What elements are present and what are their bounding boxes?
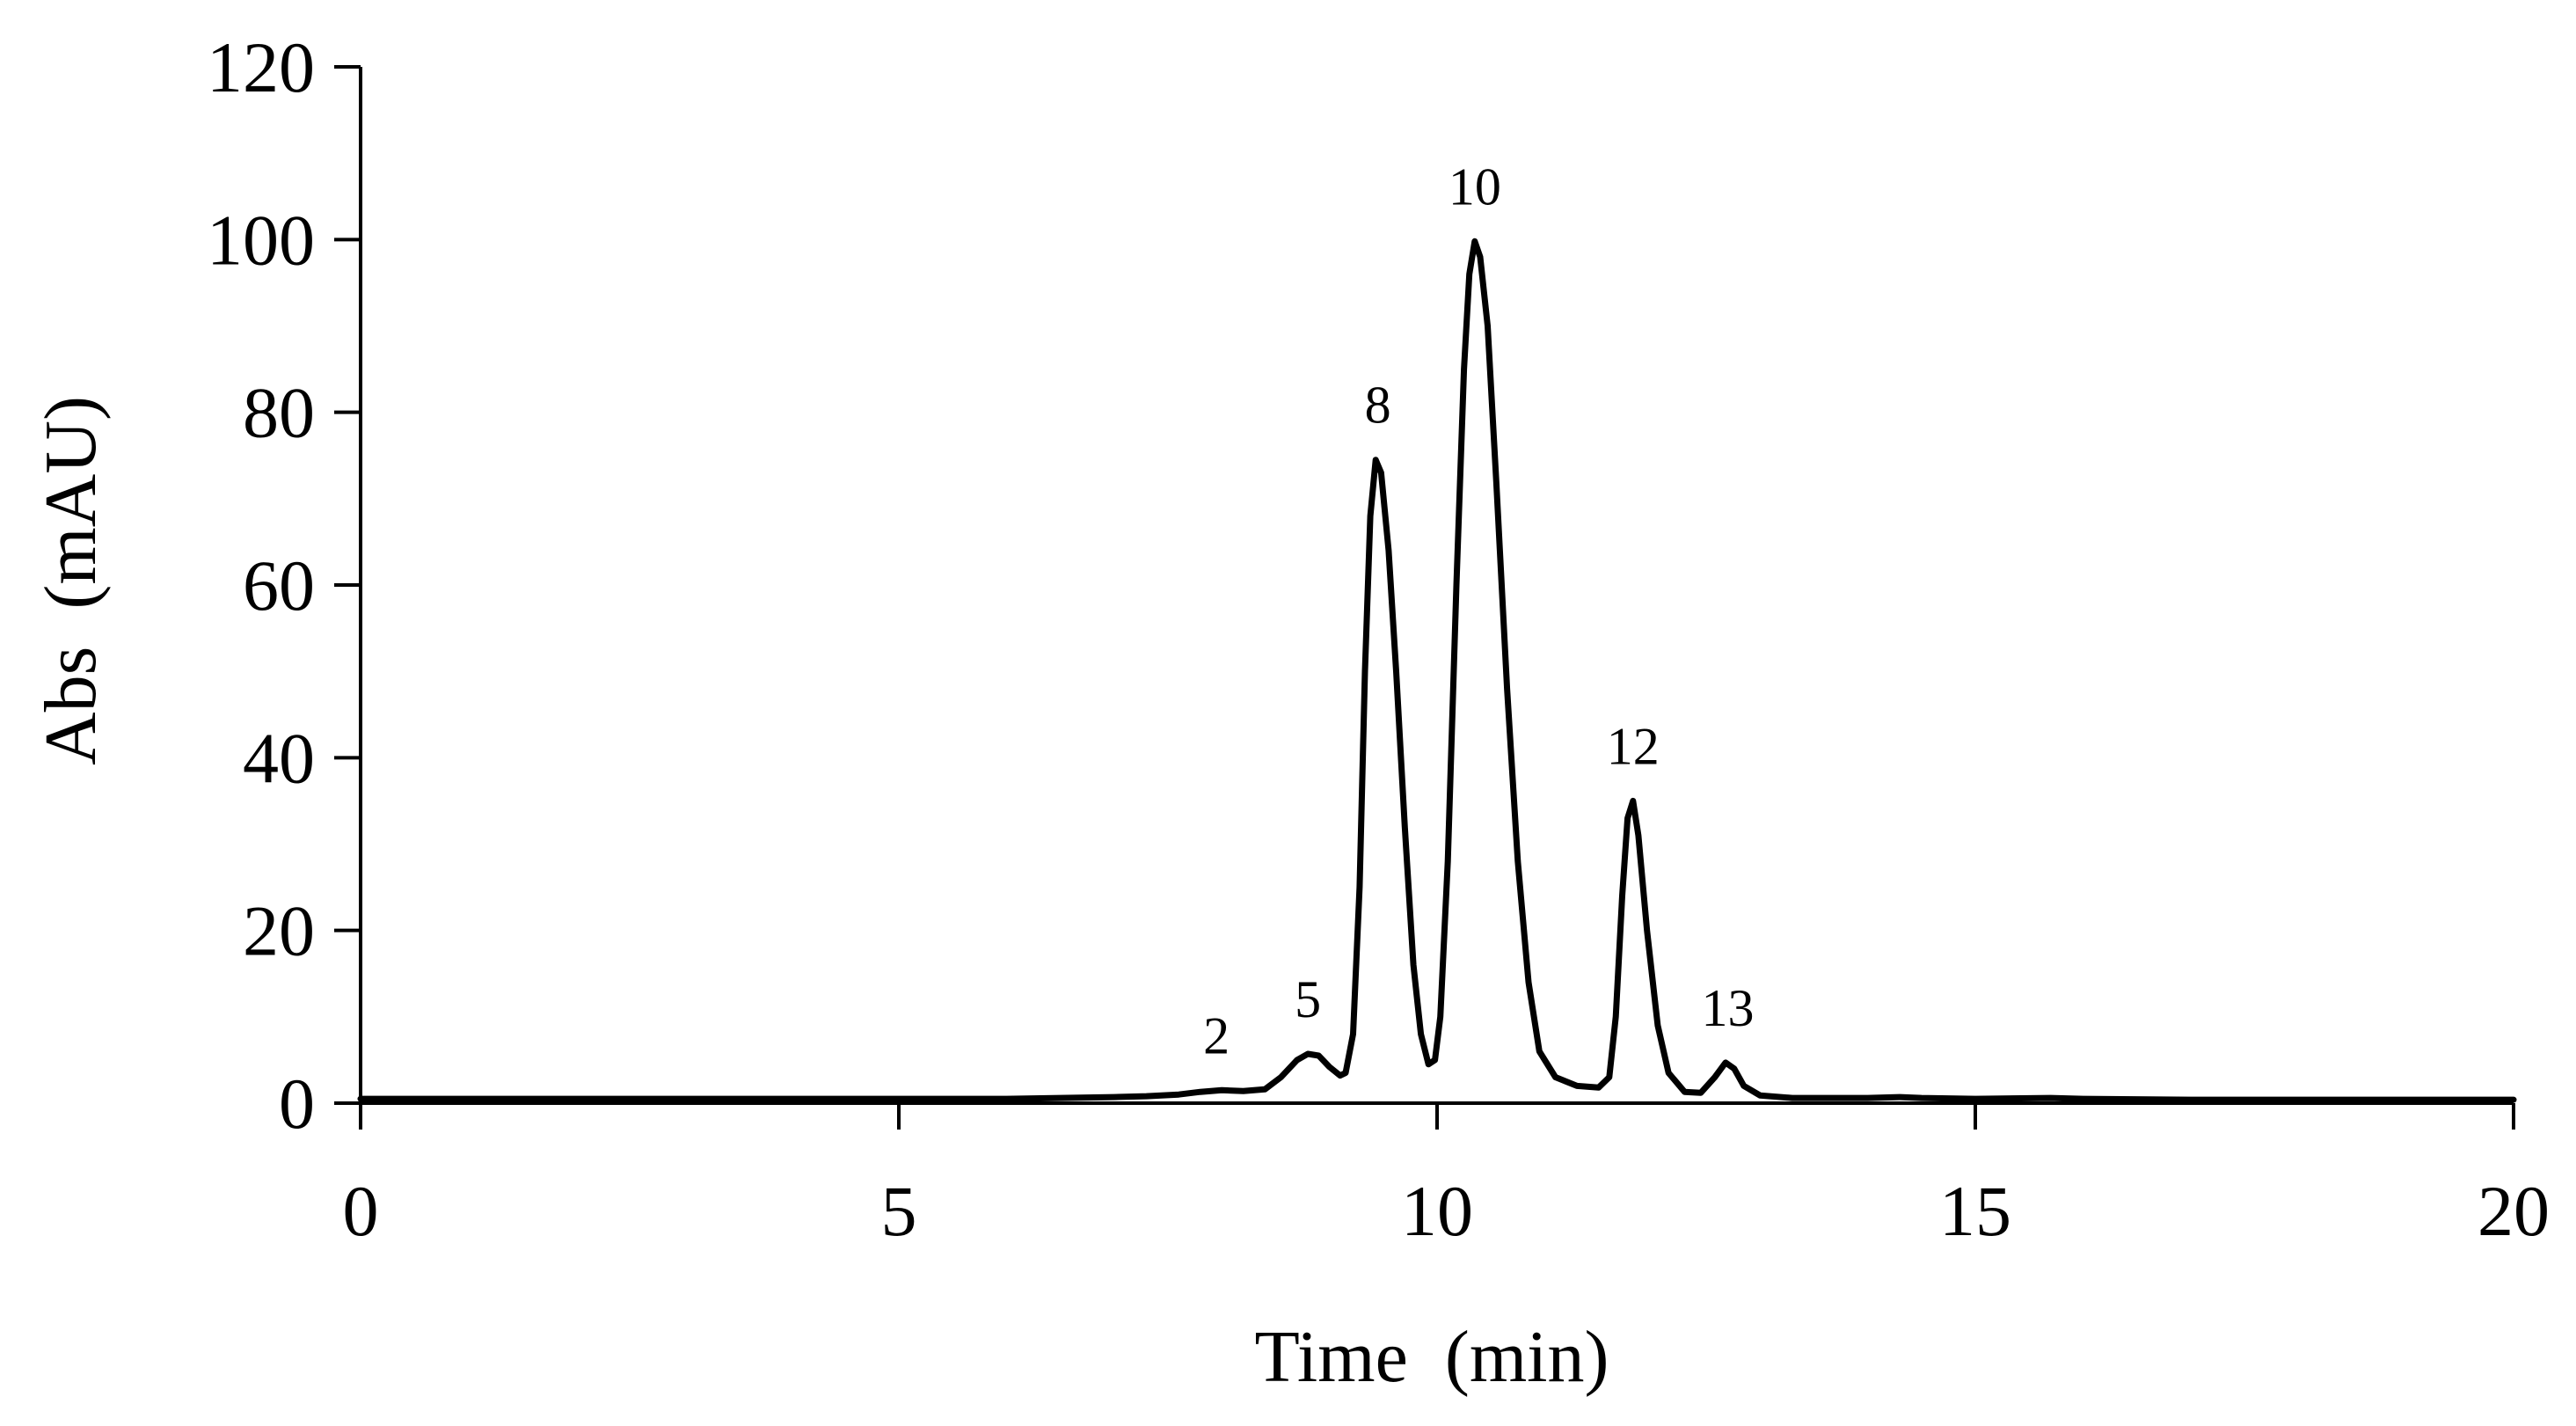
y-tick-label: 0 — [279, 1064, 315, 1144]
x-tick-label: 10 — [1401, 1171, 1473, 1251]
y-tick-label: 60 — [243, 545, 315, 625]
peak-annotations: 2 5 8 10 12 13 — [1203, 157, 1754, 1064]
peak-label: 8 — [1365, 377, 1391, 435]
ticks-group: 0 20 40 60 80 100 120 0 5 10 15 20 — [207, 27, 2550, 1251]
axes-group — [359, 67, 2514, 1105]
series-line — [357, 238, 2517, 1103]
peak-label: 10 — [1449, 157, 1501, 216]
y-tick-label: 120 — [207, 27, 315, 107]
peak-label: 13 — [1701, 979, 1754, 1037]
x-tick-label: 5 — [881, 1171, 917, 1251]
y-tick-label: 80 — [243, 373, 315, 453]
peak-label: 12 — [1607, 717, 1660, 775]
peak-label: 5 — [1295, 970, 1321, 1028]
y-tick-label: 20 — [243, 891, 315, 971]
x-tick-label: 0 — [343, 1171, 379, 1251]
y-axis-label: Abs (mAU) — [30, 396, 112, 765]
y-tick-label: 40 — [243, 718, 315, 798]
x-tick-label: 15 — [1939, 1171, 2011, 1251]
series-group — [357, 238, 2517, 1103]
x-tick-label: 20 — [2477, 1171, 2550, 1251]
x-axis-label: Time (min) — [1255, 1316, 1609, 1398]
peak-label: 2 — [1203, 1006, 1230, 1064]
y-tick-label: 100 — [207, 200, 315, 280]
